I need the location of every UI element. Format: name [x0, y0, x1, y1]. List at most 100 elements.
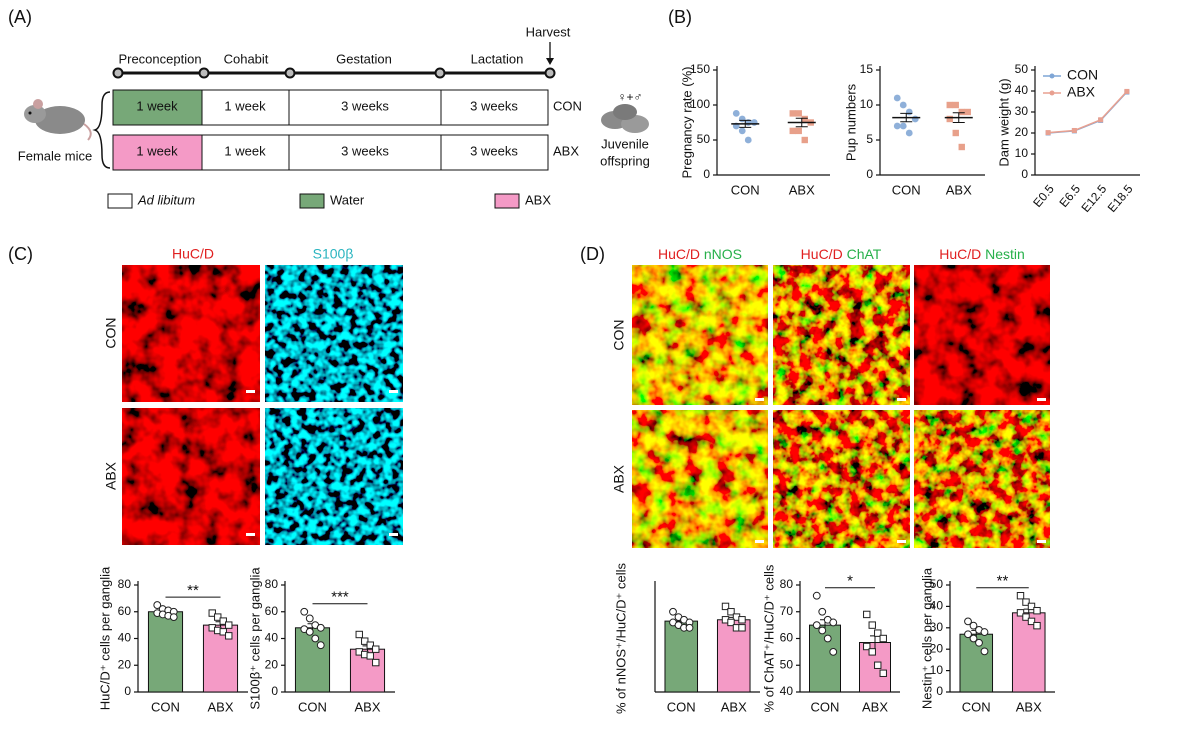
point: [225, 621, 233, 629]
y-tick-label: 5: [866, 132, 873, 146]
point: [208, 609, 216, 617]
y-tick-label: 0: [124, 684, 131, 698]
row-label: ABX: [553, 143, 579, 158]
cell: 1 week: [224, 98, 266, 113]
point: [874, 661, 882, 669]
x-tick-label: CON: [962, 699, 991, 714]
x-tick-label: E0.5: [1030, 182, 1057, 210]
point: [795, 127, 802, 135]
stain-label: HuC/D ChAT: [801, 246, 882, 262]
point: [366, 652, 374, 660]
point: [893, 94, 901, 102]
point: [738, 115, 746, 123]
point: [879, 669, 887, 677]
x-tick-label: CON: [298, 699, 327, 714]
point: [964, 630, 972, 639]
legend-label: CON: [1067, 67, 1098, 83]
point: [868, 648, 876, 656]
x-tick-label: E12.5: [1078, 182, 1109, 215]
phase-label: Cohabit: [224, 51, 269, 66]
point: [225, 632, 233, 640]
significance: **: [997, 573, 1009, 590]
point: [829, 618, 838, 627]
offspring-label: Juvenile: [601, 136, 649, 151]
x-tick-label: CON: [731, 182, 760, 197]
stain: Nestin: [985, 246, 1025, 262]
panel-label: (D): [580, 244, 605, 264]
bar: [716, 619, 751, 693]
point: [980, 647, 989, 656]
point: [169, 613, 178, 621]
point: [727, 608, 735, 616]
y-tick-label: 0: [936, 684, 943, 698]
point: [738, 616, 746, 624]
cell: 1 week: [224, 143, 266, 158]
point: [1033, 606, 1041, 615]
significance: *: [847, 573, 853, 590]
y-tick-label: 70: [780, 604, 794, 618]
point: [372, 645, 380, 653]
y-axis-label: HuC/D⁺ cells per ganglia: [97, 566, 112, 710]
stain-label: HuC/D Nestin: [939, 246, 1025, 262]
point: [812, 621, 821, 630]
mouse-icon: [24, 99, 92, 141]
point: [801, 136, 808, 144]
point: [801, 115, 808, 123]
y-tick-label: 20: [118, 657, 132, 671]
y-tick-label: 15: [860, 62, 874, 76]
legend-label: ABX: [1067, 84, 1096, 100]
stain: HuC/D: [939, 246, 981, 262]
stain: nNOS: [704, 246, 742, 262]
y-tick-label: 60: [780, 631, 794, 645]
panel-label: (A): [8, 7, 32, 27]
sex-symbol: ♀+♂: [617, 90, 642, 104]
y-tick-label: 0: [1021, 167, 1028, 181]
y-tick-label: 50: [697, 132, 711, 146]
significance: **: [187, 582, 199, 599]
significance: ***: [331, 589, 349, 606]
cell: 3 weeks: [341, 143, 389, 158]
point: [905, 129, 913, 137]
point: [669, 607, 677, 616]
row-label: CON: [553, 98, 582, 113]
x-tick-label: CON: [811, 699, 840, 714]
timeline: [112, 42, 556, 79]
x-tick-label: ABX: [862, 699, 888, 714]
harvest-label: Harvest: [526, 24, 571, 39]
point: [316, 623, 325, 632]
y-tick-label: 40: [930, 599, 944, 613]
group-label: ABX: [103, 461, 119, 490]
point: [372, 658, 380, 667]
y-tick-label: 80: [265, 577, 279, 591]
y-tick-label: 60: [118, 604, 132, 618]
point: [789, 110, 796, 117]
bar: [664, 620, 699, 693]
point: [1022, 613, 1030, 621]
y-tick-label: 150: [690, 62, 710, 76]
phase-label: Preconception: [118, 51, 201, 66]
legend-label: Ad libitum: [137, 192, 195, 207]
point: [899, 122, 907, 130]
y-tick-label: 10: [1015, 146, 1029, 160]
x-tick-label: CON: [151, 699, 180, 714]
point: [946, 115, 953, 123]
point: [1124, 88, 1130, 94]
x-tick-label: E18.5: [1105, 182, 1136, 215]
error-bar: [900, 112, 913, 123]
point: [305, 627, 314, 636]
point: [952, 101, 959, 109]
offspring-label: offspring: [600, 153, 650, 168]
y-axis-label: Dam weight (g): [996, 78, 1011, 166]
cell: 1 week: [136, 143, 178, 158]
x-tick-label: ABX: [1016, 699, 1042, 714]
point: [727, 618, 735, 627]
panel-label: (B): [668, 7, 692, 27]
x-tick-label: ABX: [946, 182, 972, 197]
legend-marker: [1049, 90, 1055, 96]
y-tick-label: 10: [930, 663, 944, 677]
x-tick-label: CON: [892, 182, 921, 197]
point: [818, 607, 827, 616]
cell: 3 weeks: [470, 98, 518, 113]
y-tick-label: 60: [265, 604, 279, 618]
